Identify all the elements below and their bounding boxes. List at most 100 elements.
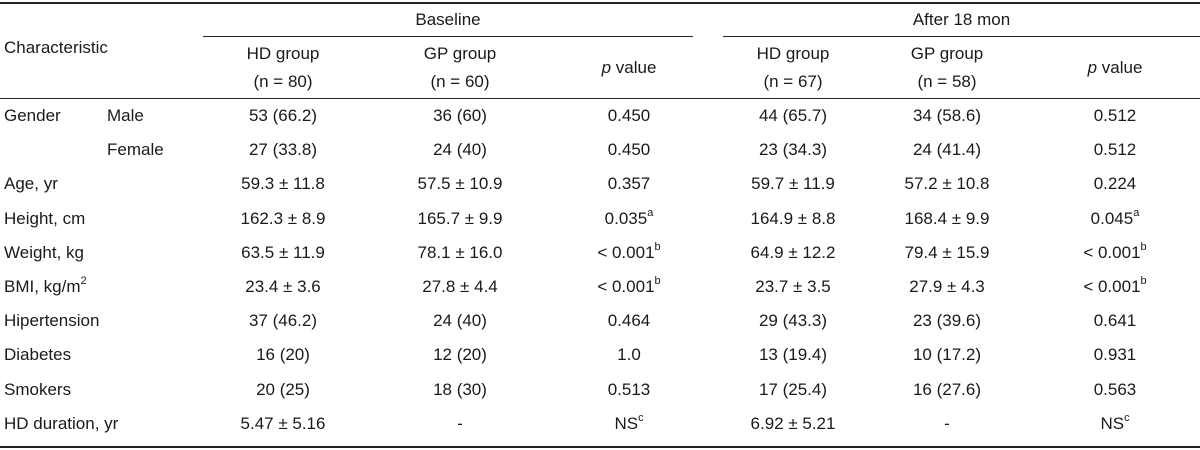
- header-after-gp-n: (n = 58): [917, 72, 977, 91]
- cell-value: 63.5 ± 11.9: [241, 243, 325, 262]
- cell-value: 29 (43.3): [758, 311, 828, 330]
- cell-b-p: 1.0: [554, 345, 704, 365]
- header-baseline-hd-group: HD group: [246, 44, 320, 63]
- cell-value: 0.224: [1093, 174, 1137, 193]
- header-after-hd-n: (n = 67): [763, 72, 823, 91]
- cell-a-p: 0.224: [1040, 174, 1190, 194]
- row-label: Smokers: [4, 380, 71, 400]
- cell-value: 59.7 ± 11.9: [751, 174, 835, 193]
- cell-b-hd: 59.3 ± 11.8: [203, 174, 363, 194]
- cell-b-gp: 165.7 ± 9.9: [380, 209, 540, 229]
- cell-value: NS: [1100, 414, 1125, 433]
- cell-a-hd: 164.9 ± 8.8: [713, 209, 873, 229]
- header-after-gp-group: GP group: [910, 44, 984, 63]
- cell-a-hd: 23 (34.3): [713, 140, 873, 160]
- cell-value: 57.5 ± 10.9: [417, 174, 503, 193]
- cell-b-hd: 20 (25): [203, 380, 363, 400]
- row-label-text: Age, yr: [4, 174, 58, 193]
- cell-a-hd: 59.7 ± 11.9: [713, 174, 873, 194]
- cell-value: -: [944, 414, 950, 433]
- row-label: HD duration, yr: [4, 414, 118, 434]
- header-p-italic: p: [1087, 58, 1098, 77]
- cell-value: 24 (40): [433, 311, 487, 330]
- cell-a-gp: 57.2 ± 10.8: [867, 174, 1027, 194]
- cell-value: 27 (33.8): [248, 140, 318, 159]
- cell-value: 162.3 ± 8.9: [240, 209, 326, 228]
- cell-value: 0.035: [604, 209, 648, 228]
- cell-value: 37 (46.2): [248, 311, 318, 330]
- cell-value: 0.045: [1090, 209, 1134, 228]
- cell-value: 0.450: [607, 106, 651, 125]
- cell-b-p: 0.450: [554, 106, 704, 126]
- top-rule: [0, 2, 1200, 4]
- cell-value: 59.3 ± 11.8: [241, 174, 325, 193]
- after-group-rule: [723, 36, 1200, 37]
- footnote-marker: c: [1124, 412, 1130, 425]
- cell-value: 53 (66.2): [248, 106, 318, 125]
- cell-b-p: 0.357: [554, 174, 704, 194]
- cell-value: NS: [614, 414, 639, 433]
- cell-a-p: NSc: [1040, 412, 1190, 434]
- cell-value: 0.450: [607, 140, 651, 159]
- cell-a-p: 0.931: [1040, 345, 1190, 365]
- header-baseline-gp-n: (n = 60): [430, 72, 490, 91]
- cell-value: 57.2 ± 10.8: [904, 174, 990, 193]
- row-label: Hipertension: [4, 311, 99, 331]
- header-after-p-value: p value: [1040, 58, 1190, 78]
- header-baseline-hd-n: (n = 80): [253, 72, 313, 91]
- header-baseline-p-value: p value: [554, 58, 704, 78]
- cell-value: 168.4 ± 9.9: [904, 209, 990, 228]
- cell-value: 16 (20): [256, 345, 310, 364]
- cell-value: 27.9 ± 4.3: [909, 277, 985, 296]
- cell-value: 24 (41.4): [912, 140, 982, 159]
- cell-a-gp: -: [867, 414, 1027, 434]
- cell-value: 23.7 ± 3.5: [755, 277, 831, 296]
- baseline-group-rule: [203, 36, 693, 37]
- cell-a-p: 0.045a: [1040, 207, 1190, 229]
- cell-b-p: < 0.001b: [554, 275, 704, 297]
- header-p-value-label: value: [1101, 58, 1143, 77]
- row-sublabel: Male: [107, 106, 144, 125]
- cell-value: 0.512: [1093, 140, 1137, 159]
- row-label-text: BMI, kg/m: [4, 277, 81, 296]
- header-after-hd-group: HD group: [756, 44, 830, 63]
- cell-a-p: 0.512: [1040, 106, 1190, 126]
- footnote-marker: a: [647, 207, 654, 220]
- cell-a-gp: 79.4 ± 15.9: [867, 243, 1027, 263]
- footnote-marker: b: [1140, 241, 1147, 254]
- cell-value: 0.513: [607, 380, 651, 399]
- cell-a-hd: 23.7 ± 3.5: [713, 277, 873, 297]
- header-p-italic: p: [601, 58, 612, 77]
- cell-value: 1.0: [617, 345, 641, 364]
- cell-b-p: 0.035a: [554, 207, 704, 229]
- row-label: Height, cm: [4, 209, 85, 229]
- footnote-marker: c: [638, 412, 644, 425]
- cell-b-gp: 12 (20): [380, 345, 540, 365]
- cell-b-gp: 24 (40): [380, 311, 540, 331]
- cell-a-gp: 34 (58.6): [867, 106, 1027, 126]
- cell-b-hd: 63.5 ± 11.9: [203, 243, 363, 263]
- cell-value: 165.7 ± 9.9: [417, 209, 503, 228]
- cell-value: 23.4 ± 3.6: [245, 277, 321, 296]
- cell-b-hd: 53 (66.2): [203, 106, 363, 126]
- cell-b-gp: -: [380, 414, 540, 434]
- header-after: After 18 mon: [912, 10, 1011, 29]
- header-p-value-label: value: [615, 58, 657, 77]
- row-label: Gender: [4, 106, 61, 126]
- row-label-text: Gender: [4, 106, 61, 125]
- cell-a-p: 0.512: [1040, 140, 1190, 160]
- footnote-marker: b: [654, 275, 661, 288]
- cell-value: 6.92 ± 5.21: [750, 414, 836, 433]
- cell-b-gp: 78.1 ± 16.0: [380, 243, 540, 263]
- cell-value: < 0.001: [1083, 243, 1141, 262]
- cell-a-hd: 13 (19.4): [713, 345, 873, 365]
- cell-value: < 0.001: [597, 243, 655, 262]
- header-baseline-gp-group: GP group: [423, 44, 497, 63]
- footnote-marker: a: [1133, 207, 1140, 220]
- cell-b-hd: 23.4 ± 3.6: [203, 277, 363, 297]
- cell-a-gp: 16 (27.6): [867, 380, 1027, 400]
- header-baseline: Baseline: [415, 10, 481, 29]
- cell-b-hd: 37 (46.2): [203, 311, 363, 331]
- row-label: Weight, kg: [4, 243, 84, 263]
- row-label-text: Diabetes: [4, 345, 72, 364]
